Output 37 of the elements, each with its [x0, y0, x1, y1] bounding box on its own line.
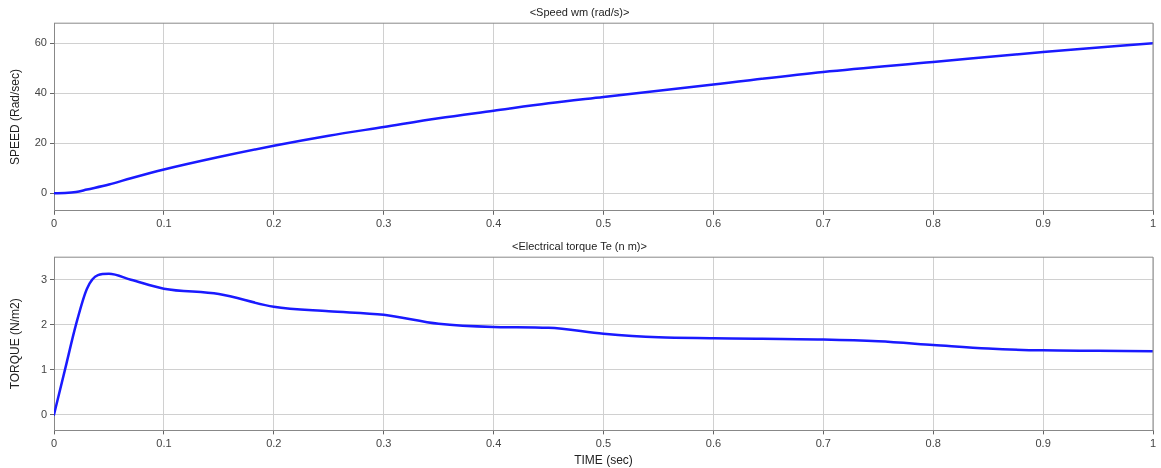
x-tick-label: 0.2 [266, 217, 282, 230]
x-tick-label: 0 [50, 437, 58, 450]
x-tick-label: 0.1 [156, 437, 172, 450]
line-series [54, 41, 1153, 195]
x-tick-label: 1 [1149, 437, 1157, 450]
x-axis-title: TIME (sec) [574, 453, 633, 468]
x-tick-label: 0.2 [266, 437, 282, 450]
y-tick-label: 1 [40, 362, 47, 375]
x-tick-label: 0.7 [815, 437, 831, 450]
x-tick-label: 0.6 [705, 437, 722, 450]
x-tick-label: 0.6 [705, 217, 722, 230]
y-tick-label: 40 [34, 86, 47, 99]
x-tick-label: 0.4 [485, 437, 502, 450]
x-tick-label: 0 [50, 217, 58, 230]
x-tick-label: 0.1 [156, 217, 172, 230]
y-tick-label: 2 [40, 317, 47, 330]
y-tick-label: 0 [40, 186, 47, 199]
y-tick-label: 0 [40, 407, 47, 420]
chart-title: <Electrical torque Te (n m)> [512, 239, 647, 252]
x-tick-label: 0.8 [925, 217, 941, 230]
y-tick-label: 3 [40, 272, 47, 285]
x-tick-label: 0.9 [1035, 217, 1051, 230]
x-tick-label: 0.5 [595, 437, 612, 450]
x-tick-label: 0.7 [815, 217, 831, 230]
y-tick-label: 20 [34, 136, 47, 149]
y-axis-title: TORQUE (N/m2) [7, 298, 22, 390]
x-tick-label: 1 [1149, 217, 1157, 230]
x-tick-label: 0.4 [485, 217, 502, 230]
line-series [54, 272, 1153, 416]
x-tick-label: 0.3 [376, 437, 392, 450]
x-tick-label: 0.5 [595, 217, 612, 230]
chart-title: <Speed wm (rad/s)> [529, 5, 630, 18]
x-tick-label: 0.9 [1035, 437, 1051, 450]
y-axis-title: SPEED (Rad/sec) [7, 68, 22, 166]
y-tick-label: 60 [34, 36, 47, 49]
x-tick-label: 0.3 [376, 217, 392, 230]
x-tick-label: 0.8 [925, 437, 941, 450]
